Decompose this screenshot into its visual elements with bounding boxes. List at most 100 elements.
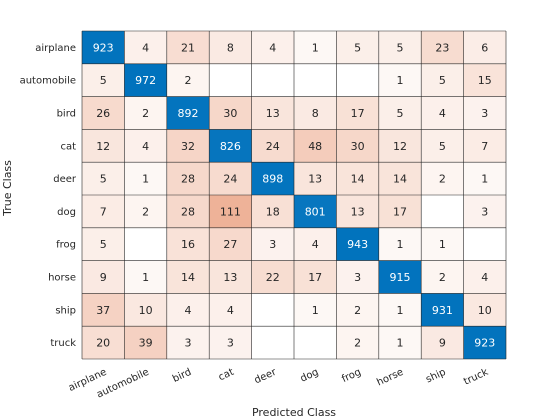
heatmap-cell: [209, 326, 252, 359]
heatmap-cell: [124, 326, 167, 359]
cell-value-label: 30: [223, 107, 237, 120]
heatmap-cell: [463, 31, 506, 64]
cell-value-label: 3: [269, 238, 276, 251]
heatmap-cell: [124, 293, 167, 327]
y-tick-label: dog: [57, 207, 76, 218]
y-tick-label: airplane: [35, 43, 76, 54]
heatmap-cell: [166, 31, 210, 64]
heatmap-cell: [209, 31, 252, 64]
cell-value-label: 15: [478, 74, 492, 87]
heatmap-cell: [124, 195, 167, 228]
heatmap-cell: [421, 96, 464, 130]
heatmap-cell: [378, 326, 422, 359]
cell-value-label: 2: [142, 205, 149, 218]
cell-value-label: 8: [227, 41, 234, 54]
heatmap-cell: [421, 162, 464, 195]
cell-value-label: 2: [354, 304, 361, 317]
heatmap-cell: [209, 260, 252, 294]
cell-value-label: 1: [481, 173, 488, 186]
heatmap-cell: [463, 293, 506, 327]
heatmap-cell: [421, 195, 464, 228]
cell-value-label: 4: [142, 140, 149, 153]
cell-value-label: 17: [308, 271, 322, 284]
heatmap-cell: [294, 195, 337, 228]
cell-value-label: 26: [96, 107, 110, 120]
heatmap-cell: [209, 227, 252, 261]
heatmap-cell: [421, 293, 464, 327]
heatmap-cell: [124, 129, 167, 163]
cell-value-label: 2: [439, 271, 446, 284]
heatmap-cell: [421, 326, 464, 359]
heatmap-cell: [294, 162, 337, 195]
heatmap-cell: [82, 195, 125, 228]
y-tick-labels: airplane automobile bird cat deer dog frog hors…: [20, 43, 77, 349]
cell-value-label: 22: [266, 271, 280, 284]
heatmap-cell: [166, 129, 210, 163]
cell-value-label: 16: [181, 238, 195, 251]
heatmap-cell: [463, 162, 506, 195]
cell-value-label: 13: [351, 205, 365, 218]
cell-value-label: 1: [397, 304, 404, 317]
heatmap-cell: [209, 162, 252, 195]
heatmap-cell: [166, 195, 210, 228]
heatmap-cell: [378, 63, 422, 97]
cell-value-label: 21: [181, 41, 195, 54]
heatmap-cell: [82, 63, 125, 97]
cell-value-label: 931: [432, 304, 453, 317]
cell-value-label: 892: [178, 107, 199, 120]
heatmap-cell: [251, 326, 294, 359]
cell-value-label: 915: [390, 271, 411, 284]
heatmap-cell: [336, 162, 379, 195]
heatmap-cell: [209, 293, 252, 327]
heatmap-cell: [294, 129, 337, 163]
heatmap-cell: [294, 326, 337, 359]
cell-value-label: 12: [393, 140, 407, 153]
heatmap-cell: [166, 227, 210, 261]
heatmap-cell: [82, 293, 125, 327]
cell-value-label: 17: [393, 205, 407, 218]
cell-value-label: 30: [351, 140, 365, 153]
cell-value-label: 28: [181, 173, 195, 186]
heatmap-cell: [378, 96, 422, 130]
cell-value-label: 24: [266, 140, 280, 153]
heatmap-cell: [82, 260, 125, 294]
cell-value-label: 1: [312, 304, 319, 317]
cell-value-label: 4: [269, 41, 276, 54]
heatmap-cell: [209, 129, 252, 163]
cell-value-label: 17: [351, 107, 365, 120]
cell-value-label: 1: [439, 238, 446, 251]
cell-value-label: 14: [181, 271, 195, 284]
cell-value-label: 1: [397, 337, 404, 350]
cell-value-label: 5: [100, 74, 107, 87]
heatmap-cell: [421, 227, 464, 261]
heatmap-cell: [124, 31, 167, 64]
x-tick-label: dog: [299, 367, 321, 385]
cell-value-label: 37: [96, 304, 110, 317]
heatmap-cell: [82, 326, 125, 359]
x-tick-label: deer: [253, 366, 279, 386]
cell-value-label: 2: [142, 107, 149, 120]
heatmap-cell: [421, 31, 464, 64]
y-tick-label: frog: [56, 240, 76, 251]
cell-value-label: 5: [100, 173, 107, 186]
y-tick-label: automobile: [20, 76, 76, 87]
heatmap-cell: [463, 227, 506, 261]
heatmap-cell: [421, 129, 464, 163]
cell-value-label: 14: [351, 173, 365, 186]
x-tick-label: cat: [217, 367, 236, 384]
cell-value-label: 10: [139, 304, 153, 317]
cell-value-label: 5: [439, 74, 446, 87]
cell-value-label: 2: [185, 74, 192, 87]
heatmap-cell: [124, 63, 167, 97]
cell-value-label: 1: [142, 173, 149, 186]
cell-value-label: 923: [474, 337, 495, 350]
x-tick-label: ship: [424, 367, 447, 386]
heatmap-cell: [421, 260, 464, 294]
heatmap-cell: [336, 260, 379, 294]
cell-value-label: 9: [100, 271, 107, 284]
cell-value-label: 826: [220, 140, 241, 153]
heatmap-cell: [166, 96, 210, 130]
heatmap-cell: [463, 96, 506, 130]
